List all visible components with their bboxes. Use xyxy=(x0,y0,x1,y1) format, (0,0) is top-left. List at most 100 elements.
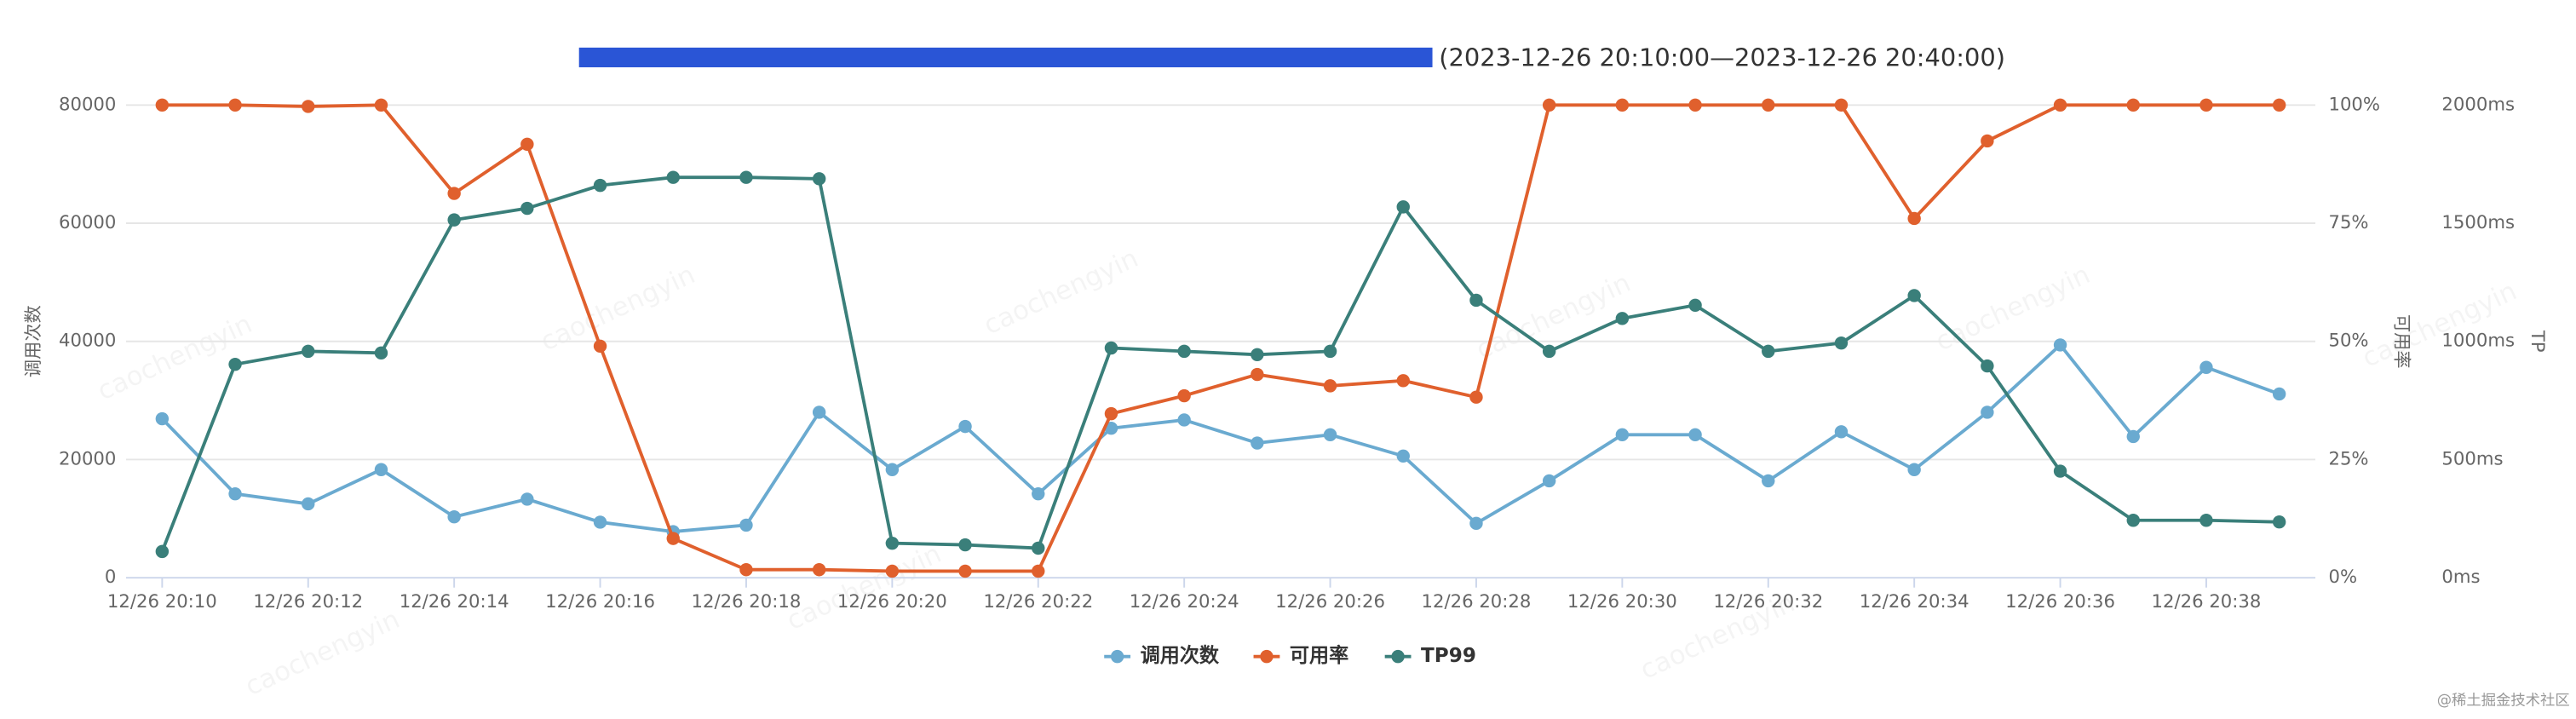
point xyxy=(520,137,534,152)
point xyxy=(302,497,315,511)
point xyxy=(1032,486,1045,501)
point xyxy=(1762,474,1775,488)
point xyxy=(302,344,315,359)
point xyxy=(1323,344,1337,359)
point xyxy=(447,187,461,200)
y-tick-label: 0 xyxy=(105,566,116,587)
x-tick-label: 12/26 20:26 xyxy=(1275,590,1385,612)
point xyxy=(1542,344,1556,359)
point xyxy=(1323,379,1337,393)
x-tick-label: 12/26 20:36 xyxy=(2005,590,2115,612)
point xyxy=(2199,98,2213,112)
y-axis-title: 调用次数 xyxy=(22,305,43,377)
y-tick-label: 60000 xyxy=(59,211,116,233)
point xyxy=(739,563,753,577)
point xyxy=(1251,367,1264,382)
point xyxy=(958,564,972,578)
point xyxy=(1834,98,1849,112)
y2-tick-label: 100% xyxy=(2328,93,2380,114)
point xyxy=(1907,289,1921,302)
point xyxy=(1542,474,1556,488)
point xyxy=(1907,211,1921,226)
y3-tick-label: 2000ms xyxy=(2441,93,2515,114)
point xyxy=(1104,406,1118,421)
legend-marker xyxy=(1260,649,1274,664)
point xyxy=(1834,425,1849,439)
point xyxy=(374,346,388,360)
watermark: caochengyin xyxy=(536,259,699,357)
y2-tick-label: 25% xyxy=(2328,447,2368,469)
point xyxy=(1762,98,1775,112)
x-tick-label: 12/26 20:28 xyxy=(1422,590,1532,612)
x-tick-label: 12/26 20:38 xyxy=(2152,590,2262,612)
point xyxy=(812,563,826,577)
point xyxy=(1762,344,1775,359)
x-tick-label: 12/26 20:24 xyxy=(1130,590,1239,612)
x-tick-label: 12/26 20:22 xyxy=(983,590,1093,612)
y2-tick-label: 0% xyxy=(2328,566,2357,587)
point xyxy=(155,98,170,112)
point xyxy=(228,98,242,112)
footer: @稀土掘金技术社区 xyxy=(2437,693,2570,710)
point xyxy=(447,510,461,524)
x-tick-label: 12/26 20:14 xyxy=(400,590,509,612)
point xyxy=(885,536,900,550)
point xyxy=(958,419,972,434)
point xyxy=(1469,390,1483,404)
watermark: caochengyin xyxy=(979,243,1142,341)
point xyxy=(1251,348,1264,361)
point xyxy=(1615,98,1630,112)
legend-label[interactable]: TP99 xyxy=(1421,645,1476,667)
point xyxy=(885,463,900,476)
point xyxy=(1981,359,1994,373)
point xyxy=(593,339,607,353)
series-line xyxy=(160,342,2280,534)
watermark: caochengyin xyxy=(2358,276,2521,374)
point xyxy=(1469,293,1483,308)
y-tick-label: 40000 xyxy=(59,330,116,351)
series-line xyxy=(160,175,2280,553)
point xyxy=(1469,516,1483,531)
point xyxy=(1907,463,1921,476)
point xyxy=(1834,336,1849,350)
x-tick-label: 12/26 20:16 xyxy=(545,590,655,612)
point xyxy=(1688,98,1702,112)
point xyxy=(1251,436,1264,450)
point xyxy=(958,538,972,552)
y3-tick-label: 1000ms xyxy=(2441,330,2515,351)
legend-label[interactable]: 调用次数 xyxy=(1141,644,1220,667)
y3-tick-label: 0ms xyxy=(2441,566,2480,587)
point xyxy=(593,178,607,193)
point xyxy=(374,463,388,476)
legend-marker xyxy=(1110,649,1124,664)
point xyxy=(2272,98,2286,112)
legend-label[interactable]: 可用率 xyxy=(1290,644,1348,667)
y-tick-label: 80000 xyxy=(59,93,116,114)
x-tick-label: 12/26 20:18 xyxy=(692,590,802,612)
watermark: caochengyin xyxy=(240,604,404,702)
point xyxy=(593,515,607,529)
point xyxy=(1396,200,1410,214)
point xyxy=(1688,298,1702,312)
point xyxy=(2053,98,2067,112)
y2-axis-title: 可用率 xyxy=(2391,314,2412,369)
point xyxy=(447,213,461,227)
point xyxy=(1615,312,1630,325)
point xyxy=(739,518,753,532)
point xyxy=(1032,541,1045,555)
point xyxy=(812,172,826,186)
series-line xyxy=(162,103,2280,573)
point xyxy=(228,357,242,371)
point xyxy=(739,170,753,184)
point xyxy=(2272,387,2286,401)
point xyxy=(1177,388,1191,403)
point xyxy=(374,98,388,112)
y3-axis-title: TP xyxy=(2527,330,2549,353)
watermark: caochengyin xyxy=(1931,259,2095,357)
point xyxy=(1396,374,1410,388)
point xyxy=(812,406,826,419)
point xyxy=(1688,428,1702,442)
x-tick-label: 12/26 20:10 xyxy=(107,590,217,612)
point xyxy=(155,544,170,559)
